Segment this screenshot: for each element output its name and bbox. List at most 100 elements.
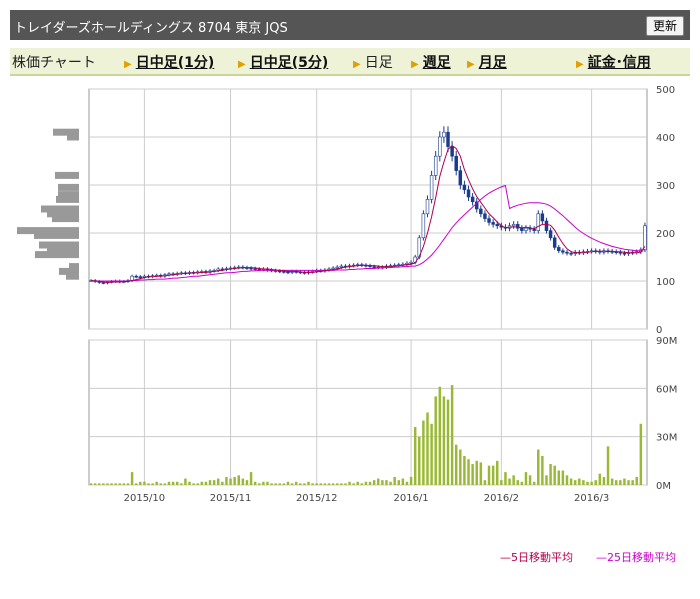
triangle-right-icon: ▶ [353, 59, 361, 70]
volume-bar [171, 481, 175, 485]
candle-body [524, 227, 528, 231]
legend-swatch: — [500, 551, 511, 564]
volume-bar [418, 436, 421, 485]
volume-bar [426, 412, 429, 485]
tab-intraday-5min[interactable]: ▶ 日中足(5分) [238, 52, 328, 72]
candle-body [286, 271, 290, 274]
price-tick-label: 500 [656, 85, 675, 96]
volume-bar [619, 480, 622, 485]
volume-bar [491, 465, 495, 485]
volume-tick-label: 30M [656, 433, 677, 444]
volume-bar [537, 449, 540, 485]
volume-bar [532, 481, 536, 485]
price-axis: 0 100 200 300 400 500 [89, 85, 675, 336]
volume-bar [561, 470, 565, 485]
volume-bar [253, 481, 257, 485]
volume-bar [175, 481, 179, 485]
candle-body [491, 222, 495, 225]
volume-bar [360, 483, 364, 485]
candle-body [438, 136, 442, 157]
volume-plot-frame [88, 339, 648, 486]
volume-bar [102, 483, 105, 485]
volume-bar [475, 460, 478, 485]
price-tick-label: 400 [656, 133, 675, 144]
volume-tick-label: 90M [656, 336, 677, 347]
tab-weekly[interactable]: ▶ 週足 [411, 52, 451, 72]
volume-bar [122, 483, 126, 485]
volume-bar [496, 460, 499, 485]
volume-bar [557, 470, 561, 485]
volume-bar [463, 456, 466, 485]
volume-profile-bar [59, 267, 79, 275]
tab-label: 月足 [478, 55, 507, 71]
volume-profile-bar [67, 133, 79, 141]
volume-bar [389, 481, 392, 485]
volume-bar [303, 483, 306, 485]
volume-bar [221, 481, 224, 485]
refresh-button[interactable]: 更新 [645, 16, 684, 36]
triangle-right-icon: ▶ [576, 59, 584, 70]
price-tick-label: 300 [656, 181, 675, 192]
volume-bar [594, 480, 597, 485]
volume-bar [623, 478, 626, 485]
tab-intraday-1min[interactable]: ▶ 日中足(1分) [124, 52, 214, 72]
volume-bar [270, 483, 273, 485]
chart-period-tabs: 株価チャート ▶ 日中足(1分) ▶ 日中足(5分) ▶ 日足 ▶ 週足 ▶ 月足 ▶ 証金… [10, 48, 690, 76]
candle-body [643, 225, 647, 251]
volume-profile [17, 128, 79, 280]
candle-body [479, 208, 483, 215]
ma5-line [91, 144, 646, 283]
volume-bar [315, 483, 318, 485]
candle-body [532, 228, 536, 231]
volume-bar [106, 483, 109, 485]
candle-body [548, 230, 553, 239]
volume-bar [627, 480, 630, 485]
volume-bar [368, 481, 372, 485]
volume-bar [344, 483, 347, 485]
volume-bar [635, 476, 638, 485]
tab-margin-credit[interactable]: ▶ 証金･信用 [576, 52, 651, 72]
volume-bar [487, 465, 491, 485]
tab-monthly[interactable]: ▶ 月足 [467, 52, 507, 72]
candle-body [561, 250, 565, 253]
volume-bar [393, 476, 396, 485]
candle-body [544, 220, 549, 231]
date-tick-label: 2016/3 [574, 493, 609, 504]
candle-body [278, 270, 282, 273]
volume-bar [512, 475, 515, 485]
volume-bar [549, 464, 552, 485]
volume-bar [274, 483, 277, 485]
volume-bar [524, 472, 528, 485]
volume-bar [212, 480, 216, 485]
candle-body [442, 131, 446, 138]
volume-bar [639, 423, 643, 485]
volume-bar [139, 481, 142, 485]
candle-body [409, 261, 413, 264]
candle-body [446, 131, 450, 147]
volume-bar [118, 483, 122, 485]
candle-body [483, 213, 487, 219]
triangle-right-icon: ▶ [411, 59, 419, 70]
tab-label: 日中足(5分) [249, 55, 329, 71]
volume-bar [528, 475, 532, 485]
volume-bar [541, 456, 544, 485]
candle-body [622, 252, 627, 255]
volume-bar [114, 483, 117, 485]
candle-body [470, 196, 475, 203]
volume-bar [582, 480, 585, 485]
candle-body [458, 170, 463, 186]
volume-profile-bar [47, 210, 79, 218]
volume-bar [377, 478, 380, 485]
candle-body [425, 199, 430, 215]
volume-tick-label: 0M [656, 481, 671, 492]
volume-bar [245, 480, 249, 485]
volume-bar [614, 480, 618, 485]
volume-bar [573, 480, 577, 485]
volume-bar [237, 475, 240, 485]
volume-bar [471, 464, 474, 485]
volume-bar [241, 478, 245, 485]
tab-label: 日中足(1分) [135, 55, 215, 71]
candle-body [511, 224, 516, 227]
volume-bar [299, 483, 302, 485]
